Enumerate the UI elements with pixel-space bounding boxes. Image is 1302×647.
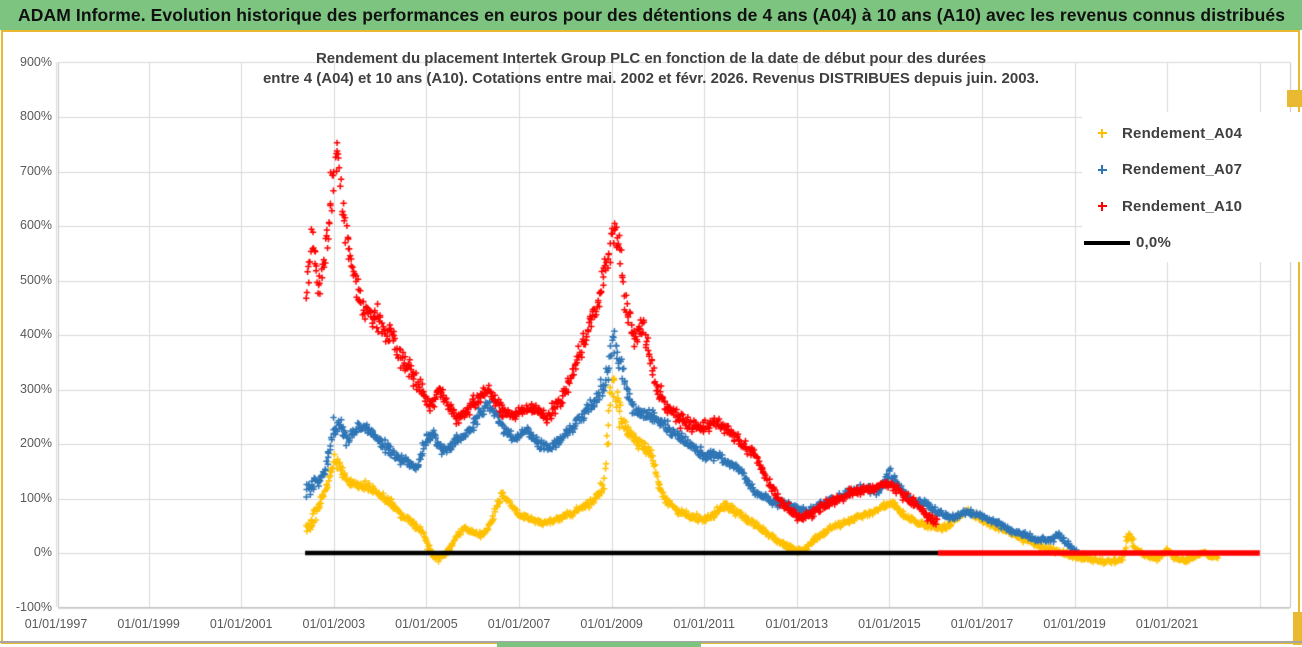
x-axis-tick-label: 01/01/1999 [117,617,180,631]
legend-label-a04: Rendement_A04 [1122,124,1243,142]
legend-label-a10: Rendement_A10 [1122,197,1243,215]
x-axis-tick-label: 01/01/2017 [950,617,1014,631]
x-axis-tick-label: 01/01/2007 [487,617,551,631]
legend-item-rendement-a04: Rendement_A04 [1082,118,1300,148]
x-axis-tick-label: 01/01/2005 [395,617,458,631]
plus-marker-icon-a10 [1097,201,1107,211]
x-axis-tick-label: 01/01/2013 [765,617,829,631]
x-axis-tick-label: 01/01/1997 [24,617,88,631]
y-axis-tick-label: 300% [20,381,52,396]
y-axis-tick-label: 100% [20,490,52,505]
x-axis-tick-label: 01/01/2011 [673,617,735,631]
legend-item-zero-line: 0,0% [1082,228,1300,258]
y-axis-tick-label: 700% [20,163,52,178]
legend-item-rendement-a07: Rendement_A07 [1082,155,1300,185]
plus-marker-icon-a07 [1097,165,1107,175]
chart-title-line1: Rendement du placement Intertek Group PL… [315,50,987,67]
chart-title: Rendement du placement Intertek Group PL… [0,49,1302,89]
x-axis-tick-label: 01/01/2003 [302,617,366,631]
y-axis-tick-label: 400% [20,327,52,341]
plus-marker-icon-a04 [1097,128,1107,138]
x-axis-tick-label: 01/01/2019 [1043,617,1106,631]
y-axis-tick-label: 900% [20,54,52,69]
chart-legend: Rendement_A04 Rendement_A07 Rendement_A1… [1082,112,1300,262]
y-axis-tick-label: 200% [20,436,52,450]
title-banner: ADAM Informe. Evolution historique des p… [0,0,1302,30]
legend-item-rendement-a10: Rendement_A10 [1082,191,1300,221]
legend-label-zero: 0,0% [1136,234,1171,252]
chart-title-line2: entre 4 (A04) et 10 ans (A10). Cotations… [262,70,1040,87]
bottom-green-bar [497,642,701,647]
x-axis-tick-label: 01/01/2021 [1135,617,1199,631]
banner-title: ADAM Informe. Evolution historique des p… [18,4,1286,25]
zero-line-swatch [1084,240,1130,246]
x-axis-tick-label: 01/01/2009 [580,617,643,631]
y-axis-tick-label: 800% [20,109,52,123]
y-axis-tick-label: 500% [20,272,52,287]
legend-label-a07: Rendement_A07 [1122,161,1243,179]
x-axis-tick-label: 01/01/2001 [209,617,273,631]
y-axis-tick-label: -100% [15,599,52,614]
y-axis-tick-label: 600% [20,218,52,232]
x-axis-tick-label: 01/01/2015 [858,617,921,631]
y-axis-tick-label: 0% [33,545,52,559]
